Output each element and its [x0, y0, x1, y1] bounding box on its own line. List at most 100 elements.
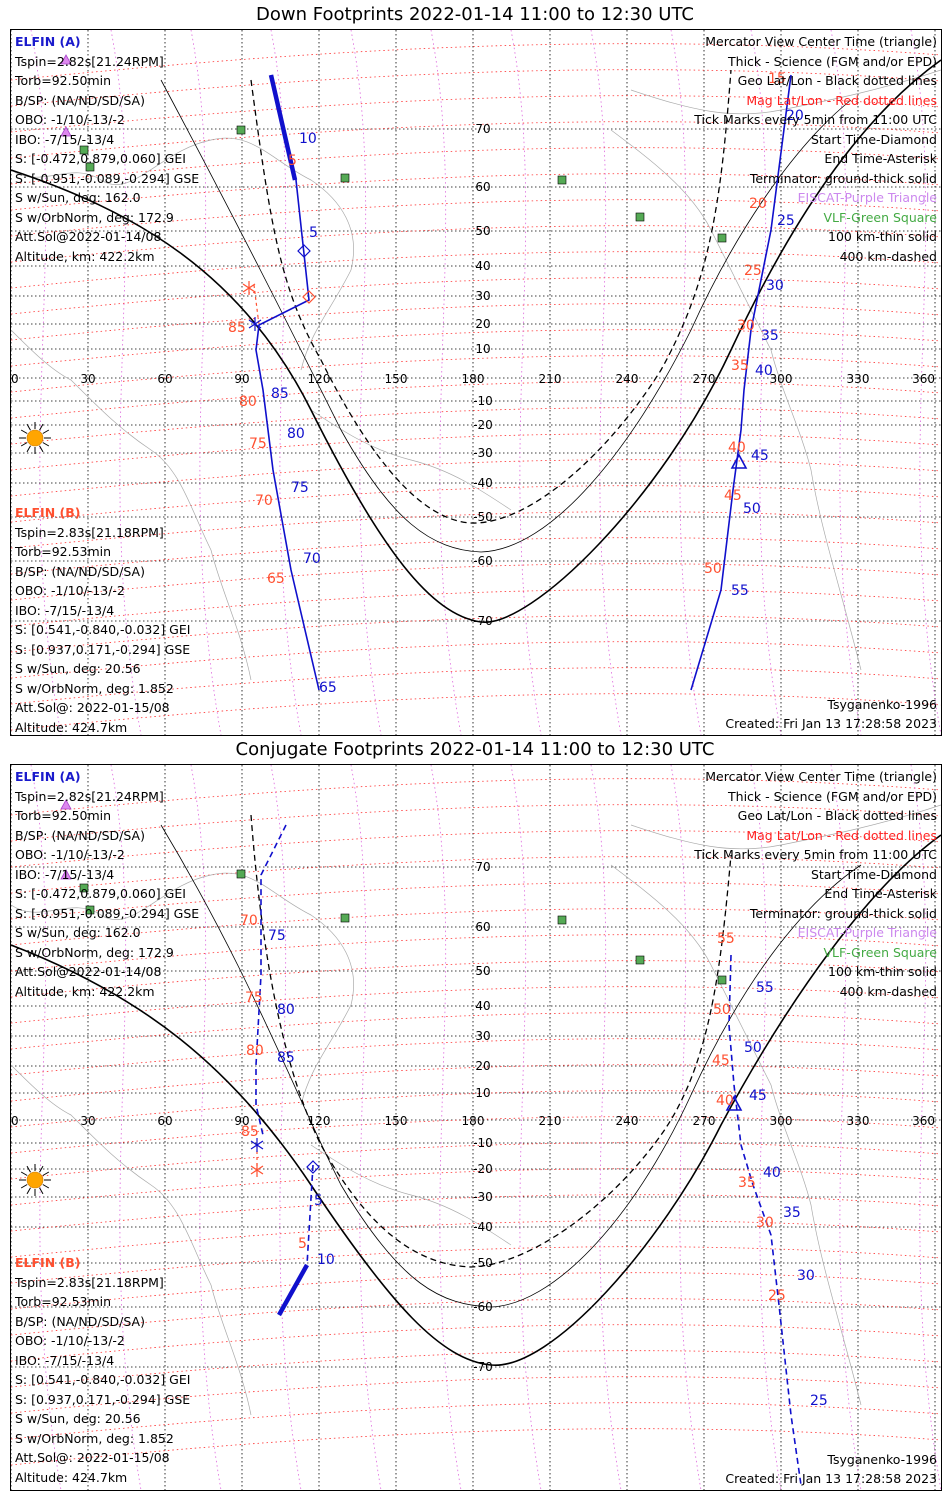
red-tick-label: 25 — [768, 1288, 786, 1304]
elfin-b-line: OBO: -1/10/-13/-2 — [15, 1333, 125, 1348]
elfin-a-line: OBO: -1/10/-13/-2 — [15, 112, 125, 127]
mag-parallel — [11, 667, 941, 705]
mag-parallel — [11, 407, 941, 445]
legend-item: Mag Lat/Lon - Red dotted lines — [746, 827, 937, 843]
mag-parallel — [11, 908, 941, 946]
mag-meridian — [430, 30, 462, 735]
elfin-a-line: S w/OrbNorm, deg: 172.9 — [15, 944, 174, 960]
legend-item: Mercator View Center Time (triangle) — [705, 769, 937, 784]
mag-parallel — [11, 1116, 941, 1154]
created-timestamp: Created: Fri Jan 13 17:28:58 2023 — [725, 1471, 937, 1486]
legend-item: Tick Marks every 5min from 11:00 UTC — [694, 847, 937, 862]
mag-meridian — [590, 30, 622, 735]
blue-tick-label: 50 — [743, 501, 761, 517]
start-diamond-marker — [302, 290, 316, 304]
lon-tick-label: 240 — [616, 1114, 639, 1128]
legend-item: Tick Marks every 5min from 11:00 UTC — [694, 112, 937, 127]
mag-parallel — [11, 1038, 941, 1076]
coastline — [610, 129, 862, 671]
legend-item: VLF-Green Square — [823, 944, 937, 960]
elfin-b-line: IBO: -7/15/-13/4 — [15, 602, 115, 618]
mag-parallel — [11, 1194, 941, 1232]
blue-tick-label: 40 — [755, 363, 773, 379]
lat-tick-label: -40 — [473, 1220, 493, 1234]
end-asterisk-marker — [248, 317, 262, 331]
sun-icon — [19, 422, 51, 454]
mag-meridian — [830, 30, 862, 735]
lon-tick-label: 180 — [462, 372, 485, 386]
elfin-a-line: S w/Sun, deg: 162.0 — [15, 925, 141, 940]
lat-tick-label: 50 — [475, 964, 490, 978]
lat-tick-label: -60 — [473, 1300, 493, 1314]
mag-parallel — [11, 459, 941, 497]
elfin-a-line: S w/OrbNorm, deg: 172.9 — [15, 209, 174, 225]
red-tick-label: 5 — [288, 153, 297, 169]
elfin-b-line: S: [0.541,-0.840,-0.032] GEI — [15, 622, 191, 637]
mag-parallel — [11, 147, 941, 185]
lon-tick-label: 210 — [539, 1114, 562, 1128]
elfin-b-line: S w/Sun, deg: 20.56 — [15, 1411, 141, 1426]
sun-ray — [26, 423, 31, 431]
blue-tick-label: 5 — [309, 225, 318, 241]
blue-tick-label: 55 — [756, 980, 774, 996]
elfin-a-line: S w/Sun, deg: 162.0 — [15, 190, 141, 205]
terminator-400km-line — [250, 814, 732, 1268]
center-time-triangle — [730, 453, 748, 469]
blue-tick-label: 25 — [810, 1393, 828, 1409]
blue-tick-label: 55 — [731, 583, 749, 599]
sun-disc — [26, 1171, 44, 1189]
mag-parallel — [11, 277, 941, 315]
blue-tick-label: 75 — [291, 480, 309, 496]
elfin-b-info: ELFIN (B) Tspin=2.83s[21.18RPM] Torb=92.53… — [15, 503, 190, 737]
mag-parallel — [11, 1298, 941, 1336]
mag-meridian — [510, 765, 542, 1490]
blue-tick-label: 35 — [761, 328, 779, 344]
elfin-a-line: S: [-0.951,-0.089,-0.294] GSE — [15, 170, 200, 186]
blue-tick-label: 85 — [277, 1050, 295, 1066]
coastline — [310, 1144, 512, 1246]
terminator-line — [11, 834, 941, 1366]
blue-tick-label: 80 — [277, 1002, 295, 1018]
lon-tick-label: 90 — [234, 1114, 249, 1128]
mag-parallel — [11, 225, 941, 263]
legend-item: Thick - Science (FGM and/or EPD) — [728, 53, 937, 69]
lon-tick-label: 120 — [308, 372, 331, 386]
coastline — [630, 804, 941, 850]
lon-tick-label: 210 — [539, 372, 562, 386]
lon-tick-label: 300 — [770, 372, 793, 386]
coastline — [11, 137, 354, 371]
center-time-triangle — [725, 1095, 743, 1111]
lon-tick-label: 0 — [11, 372, 19, 386]
red-tick-label: 30 — [756, 1215, 774, 1231]
mag-parallel — [11, 1246, 941, 1284]
mag-parallel — [11, 882, 941, 920]
red-tick-label: 50 — [704, 561, 722, 577]
red-tick-label: 70 — [255, 493, 273, 509]
vlf-station-square — [85, 162, 95, 172]
sun-ray — [39, 445, 44, 453]
lon-tick-label: 240 — [616, 372, 639, 386]
elfin-b-line: S w/OrbNorm, deg: 1.852 — [15, 1430, 174, 1446]
sun-ray — [42, 1184, 50, 1189]
lat-tick-label: -60 — [473, 554, 493, 568]
elfin-a-header: ELFIN (A) — [15, 34, 81, 49]
coastline — [610, 864, 862, 1406]
coastline — [310, 409, 512, 511]
blue-tick-label: 30 — [766, 278, 784, 294]
red-tick-label: 80 — [239, 394, 257, 410]
eiscat-triangle — [60, 799, 72, 810]
sun-ray — [39, 1187, 44, 1195]
lat-tick-label: 20 — [475, 317, 490, 331]
coastline — [11, 872, 354, 1106]
red-tick-label: 35 — [731, 358, 749, 374]
red-tick-label: 80 — [246, 1043, 264, 1059]
blue-tick-label: 20 — [786, 108, 804, 124]
mag-parallel — [11, 641, 941, 679]
elfin-b-line: Altitude: 424.7km — [15, 1469, 128, 1485]
elfin-track-right — [690, 74, 792, 691]
lat-tick-label: -70 — [473, 1360, 493, 1374]
blue-tick-label: 25 — [777, 213, 795, 229]
legend-item: Mag Lat/Lon - Red dotted lines — [746, 92, 937, 108]
lon-tick-label: 150 — [385, 1114, 408, 1128]
mag-parallel — [11, 381, 941, 419]
